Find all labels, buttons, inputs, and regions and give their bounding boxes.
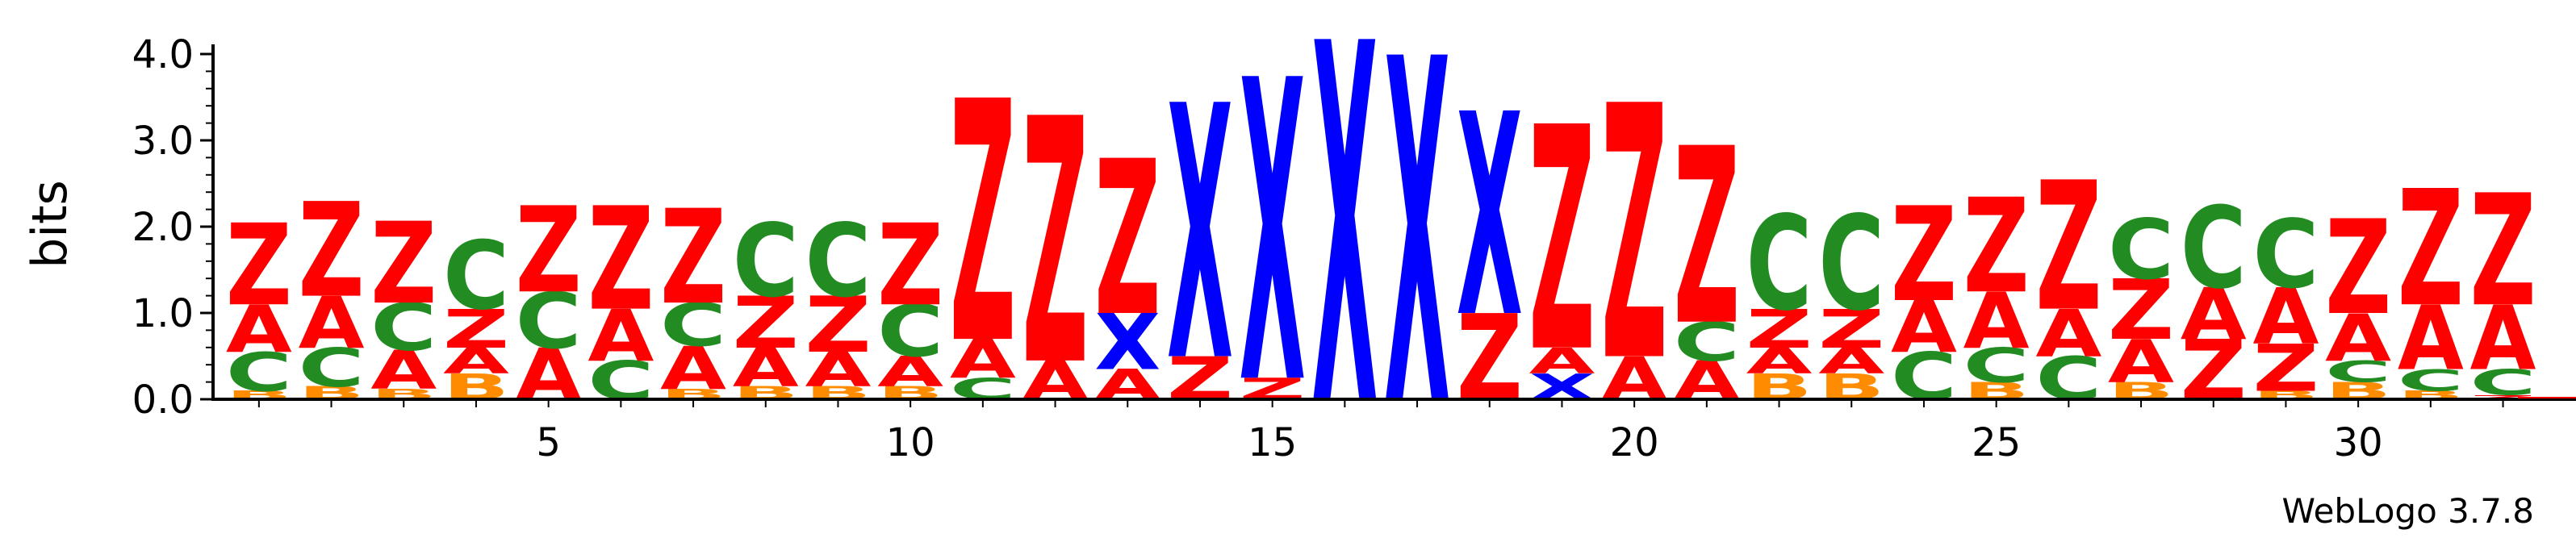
logo-letter-x: X	[1457, 56, 1523, 379]
logo-letter-a: A	[299, 282, 365, 365]
y-axis-ticks: 0.0 1.0 2.0 3.0 4.0	[132, 32, 213, 423]
logo-letter-x: X	[1384, 0, 1450, 511]
logo-letter-c: C	[516, 277, 582, 366]
logo-letter-c: C	[1746, 187, 1813, 340]
logo-letter-a: A	[1818, 340, 1884, 382]
logo-letter-a: A	[2035, 297, 2101, 372]
logo-letter-c: C	[660, 291, 726, 360]
logo-letter-a: A	[2108, 327, 2174, 396]
logo-letter-c: C	[1674, 311, 1740, 373]
logo-letter-z: Z	[805, 281, 871, 370]
logo-letter-a: A	[1891, 287, 1957, 369]
logo-letter-z: Z	[1746, 298, 1813, 360]
logo-letter-a: A	[443, 340, 509, 382]
logo-letter-a: A	[877, 348, 944, 396]
logo-letter-a: A	[805, 343, 872, 398]
logo-letter-a: A	[2325, 301, 2391, 376]
logo-letter-z: Z	[2398, 156, 2464, 342]
x-tick-label: 15	[1248, 420, 1297, 465]
logo-letter-a: A	[1963, 277, 2030, 366]
logo-letter-z: Z	[2470, 394, 2536, 401]
logo-letter-c: C	[733, 202, 799, 320]
y-axis-title: bits	[22, 180, 78, 269]
logo-letter-z: Z	[588, 177, 654, 342]
logo-letter-z: Z	[950, 33, 1016, 418]
logo-letter-z: Z	[1818, 298, 1884, 360]
logo-letter-x: X	[1167, 34, 1233, 440]
logo-letter-c: C	[299, 336, 365, 398]
logo-letter-z: Z	[443, 298, 509, 360]
logo-letter-z: Z	[1094, 117, 1160, 365]
logo-letter-z: Z	[2108, 262, 2174, 359]
logo-letter-c: C	[2398, 363, 2464, 398]
logo-letter-c: C	[2470, 362, 2536, 403]
logo-letter-a: A	[1746, 340, 1813, 382]
logo-letter-c: C	[1818, 187, 1884, 340]
y-tick-label: 2.0	[132, 205, 194, 250]
y-tick-label: 1.0	[132, 291, 194, 336]
y-tick-label: 3.0	[132, 119, 194, 164]
x-tick-label: 30	[2334, 420, 2383, 465]
logo-letter-z: Z	[1528, 62, 1595, 421]
y-tick-label: 0.0	[132, 377, 194, 423]
logo-letter-a: A	[588, 296, 654, 378]
logo-letter-a: A	[660, 334, 726, 402]
logo-letter-a: A	[2181, 274, 2247, 357]
logo-letter-z: Z	[299, 174, 365, 327]
logo-letter-c: C	[1963, 339, 2030, 394]
logo-letter-z: Z	[516, 182, 582, 320]
logo-letter-x: X	[1094, 298, 1160, 388]
logo-letter-c: C	[805, 202, 871, 320]
logo-letter-a: A	[226, 292, 292, 367]
x-tick-label: 5	[536, 420, 561, 465]
logo-letter-a: A	[370, 340, 437, 402]
logo-letter-a: A	[733, 336, 800, 398]
logo-letter-z: Z	[1963, 170, 2030, 323]
logo-letter-z: Z	[370, 198, 437, 329]
logo-letter-c: C	[226, 341, 292, 403]
x-tick-label: 10	[886, 420, 935, 465]
logo-letter-z: Z	[1891, 179, 1957, 332]
credit-label: WebLogo 3.7.8	[2282, 491, 2535, 531]
logo-letter-z: Z	[877, 199, 943, 331]
logo-letter-a: A	[950, 328, 1017, 390]
logo-letter-z: Z	[1601, 34, 1667, 440]
logo-letter-z: Z	[226, 199, 292, 331]
logo-letter-c: C	[2252, 199, 2319, 310]
logo-letter-c: C	[443, 221, 509, 332]
logo-letter-a: A	[2252, 273, 2319, 362]
logo-letter-z: Z	[2035, 144, 2101, 351]
logo-letter-z: Z	[1674, 97, 1740, 379]
logo-letter-c: C	[2325, 355, 2391, 390]
logo-letter-c: C	[370, 290, 437, 365]
logo-letter-z: Z	[1022, 48, 1089, 440]
logo-letter-c: C	[2108, 202, 2174, 298]
x-tick-label: 25	[1972, 420, 2021, 465]
logo-letter-z: Z	[2470, 162, 2536, 341]
logo-letter-a: A	[2398, 286, 2464, 390]
logo-letter-x: X	[1240, 0, 1306, 476]
logo-glyph-layer: BCAZBCAZBACZBAZCACZCAZBACZBAZCBAZCBACZCA…	[226, 0, 2536, 516]
logo-letter-a: A	[2470, 286, 2536, 390]
x-tick-label: 20	[1610, 420, 1659, 465]
logo-letter-c: C	[877, 291, 943, 373]
logo-letter-c: C	[2181, 182, 2247, 314]
logo-letter-z: Z	[2252, 332, 2319, 407]
logo-letter-x: X	[1311, 0, 1378, 516]
x-axis-ticks: 5 10 15 20 25 30	[257, 399, 2504, 465]
logo-letter-a: A	[1528, 340, 1595, 382]
logo-letter-z: Z	[660, 181, 726, 334]
logo-letter-z: Z	[2325, 192, 2391, 344]
y-tick-label: 4.0	[132, 32, 194, 77]
logo-letter-z: Z	[733, 282, 799, 365]
